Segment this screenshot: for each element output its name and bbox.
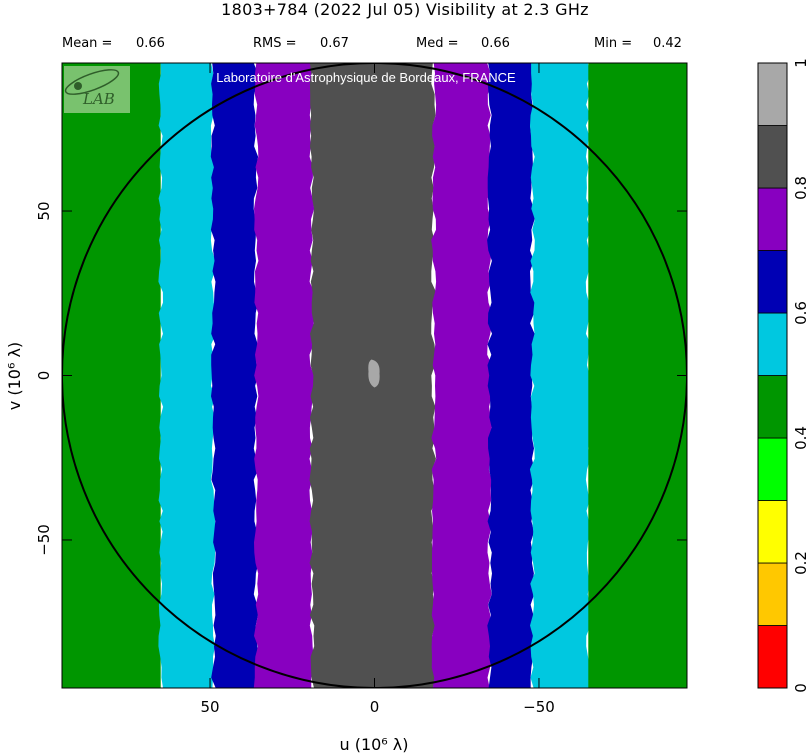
colorbar-segment bbox=[757, 312, 788, 376]
stat-med-label: Med = bbox=[416, 36, 459, 51]
visibility-band bbox=[62, 63, 161, 688]
x-tick-label: −50 bbox=[523, 698, 555, 716]
colorbar bbox=[757, 62, 788, 689]
lab-logo-text: LAB bbox=[82, 90, 115, 108]
colorbar-segment bbox=[757, 375, 788, 439]
lab-watermark-text: Laboratoire d'Astrophysique de Bordeaux,… bbox=[216, 70, 516, 85]
colorbar-segment bbox=[757, 500, 788, 564]
lab-logo-orbit bbox=[64, 69, 120, 95]
x-tick-label: 0 bbox=[370, 698, 380, 716]
colorbar-segment bbox=[757, 562, 788, 626]
visibility-band bbox=[431, 63, 492, 688]
visibility-band bbox=[158, 63, 216, 688]
x-axis-label: u (10⁶ λ) bbox=[339, 735, 408, 754]
visibility-band bbox=[588, 63, 687, 688]
visibility-band bbox=[253, 63, 315, 688]
colorbar-frame bbox=[757, 62, 788, 689]
stat-rms-value: 0.67 bbox=[320, 36, 349, 51]
y-tick-label: 0 bbox=[35, 371, 53, 381]
y-axis-label: v (10⁶ λ) bbox=[5, 342, 24, 410]
y-axis-title: v (10⁶ λ) bbox=[5, 342, 24, 410]
stat-med-value: 0.66 bbox=[481, 36, 510, 51]
colorbar-segment bbox=[757, 437, 788, 501]
stat-min-value: 0.42 bbox=[653, 36, 682, 51]
y-tick-label: 50 bbox=[35, 201, 53, 220]
colorbar-tick-label: 0.8 bbox=[792, 176, 810, 200]
central-bright-patch bbox=[368, 359, 380, 388]
x-tick-label: 50 bbox=[200, 698, 219, 716]
stat-min-label: Min = bbox=[594, 36, 633, 51]
colorbar-tick-labels: 0 0.2 0.4 0.6 0.8 1 bbox=[792, 58, 810, 693]
colorbar-tick-label: 0.6 bbox=[792, 301, 810, 325]
colorbar-tick-label: 0 bbox=[792, 683, 810, 693]
visibility-band bbox=[487, 63, 535, 688]
stat-mean-label: Mean = bbox=[62, 36, 113, 51]
lab-logo-planet bbox=[74, 82, 82, 90]
colorbar-segment bbox=[757, 62, 788, 126]
colorbar-segment bbox=[757, 125, 788, 189]
lab-logo: LAB bbox=[64, 66, 130, 113]
visibility-band bbox=[210, 63, 259, 688]
colorbar-tick-label: 1 bbox=[792, 58, 810, 68]
y-tick-label: −50 bbox=[35, 524, 53, 556]
colorbar-tick-label: 0.2 bbox=[792, 551, 810, 575]
axis-ticks: 50 0 −50 −50 0 50 bbox=[35, 63, 687, 716]
stat-rms-label: RMS = bbox=[253, 36, 297, 51]
colorbar-segment bbox=[757, 187, 788, 251]
central-patch-layer bbox=[368, 359, 380, 388]
stat-mean-value: 0.66 bbox=[136, 36, 165, 51]
chart-title: 1803+784 (2022 Jul 05) Visibility at 2.3… bbox=[221, 0, 589, 19]
colorbar-tick-label: 0.4 bbox=[792, 426, 810, 450]
x-axis-title: u (10⁶ λ) bbox=[339, 735, 408, 754]
colorbar-segment bbox=[757, 250, 788, 314]
visibility-band bbox=[529, 63, 591, 688]
colorbar-segment bbox=[757, 625, 788, 689]
